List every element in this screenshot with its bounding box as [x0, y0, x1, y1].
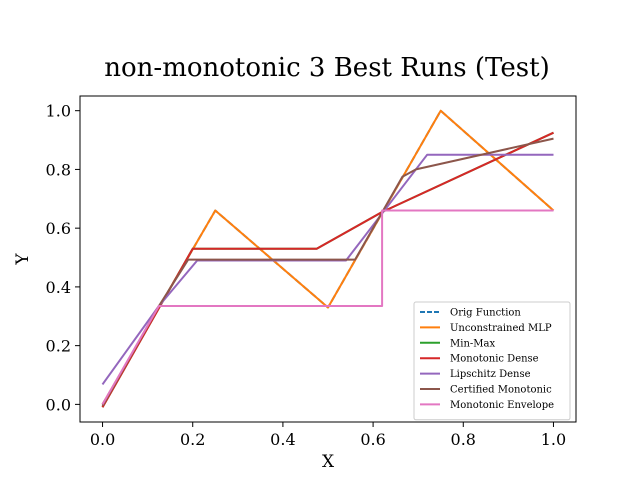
- x-tick-label: 0.0: [90, 430, 115, 449]
- legend-label: Monotonic Envelope: [450, 400, 554, 411]
- y-tick-label: 0.6: [46, 219, 71, 238]
- legend-label: Certified Monotonic: [450, 385, 552, 396]
- x-axis-ticks: 0.0 0.2 0.4 0.6 0.8 1.0: [90, 422, 566, 449]
- legend-label: Unconstrained MLP: [450, 323, 552, 334]
- x-tick-label: 0.4: [270, 430, 295, 449]
- y-tick-label: 0.4: [46, 278, 71, 297]
- chart-title: non-monotonic 3 Best Runs (Test): [104, 53, 549, 83]
- legend: Orig Function Unconstrained MLP Min-Max Mon…: [413, 301, 571, 421]
- legend-label: Min-Max: [450, 338, 495, 349]
- y-tick-label: 0.0: [46, 395, 71, 414]
- y-tick-label: 1.0: [46, 102, 71, 121]
- plot-lines: [101, 109, 555, 408]
- axes-frame: [79, 95, 577, 423]
- x-tick-label: 1.0: [541, 430, 566, 449]
- y-axis-ticks: 0.0 0.2 0.4 0.6 0.8 1.0: [46, 102, 80, 414]
- x-tick-label: 0.2: [180, 430, 205, 449]
- x-tick-label: 0.8: [451, 430, 476, 449]
- y-axis-label: Y: [13, 253, 33, 266]
- series-line-monotonic-envelope: [101, 209, 554, 405]
- legend-label: Lipschitz Dense: [450, 369, 531, 380]
- legend-label: Monotonic Dense: [450, 354, 539, 365]
- x-axis-label: X: [322, 452, 335, 472]
- x-tick-label: 0.6: [360, 430, 385, 449]
- y-tick-label: 0.8: [46, 160, 71, 179]
- y-tick-label: 0.2: [46, 337, 71, 356]
- legend-label: Orig Function: [450, 308, 521, 319]
- legend-box: [413, 301, 571, 421]
